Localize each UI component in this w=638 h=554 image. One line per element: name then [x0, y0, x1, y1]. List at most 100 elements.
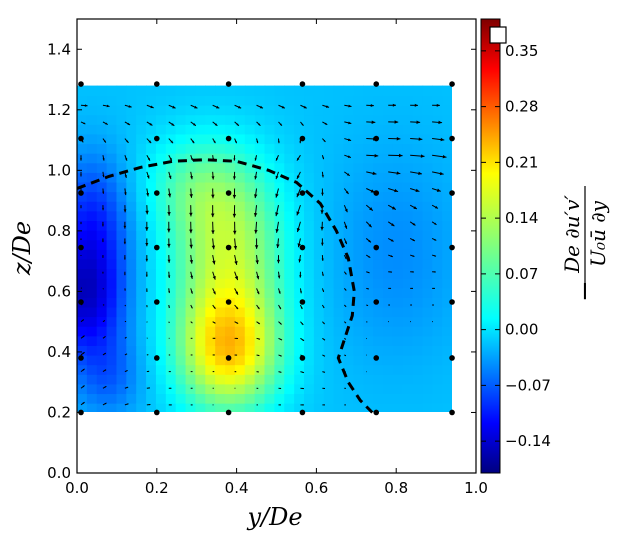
field-cell [432, 162, 443, 172]
field-cell [353, 239, 364, 249]
field-cell [77, 211, 88, 221]
field-cell [195, 211, 206, 221]
field-cell [156, 230, 167, 240]
field-cell [156, 364, 167, 374]
field-cell [97, 86, 108, 96]
field-cell [314, 307, 325, 317]
field-cell [274, 345, 285, 355]
field-cell [126, 211, 137, 221]
field-cell [353, 124, 364, 134]
field-cell [87, 384, 98, 394]
field-cell [393, 316, 404, 326]
field-cell [284, 95, 295, 105]
field-cell [176, 134, 187, 144]
field-cell [422, 345, 433, 355]
field-cell [363, 95, 374, 105]
field-cell [403, 230, 414, 240]
field-cell [245, 191, 256, 201]
field-cell [176, 307, 187, 317]
field-cell [176, 393, 187, 403]
field-cell [176, 124, 187, 134]
field-cell [107, 162, 118, 172]
field-cell [107, 86, 118, 96]
y-tick-label: 1.0 [47, 161, 71, 179]
field-cell [432, 287, 443, 297]
field-cell [403, 162, 414, 172]
field-cell [87, 393, 98, 403]
field-cell [413, 162, 424, 172]
y-tick-label: 1.4 [47, 40, 71, 58]
field-cell [255, 114, 266, 124]
field-cell [324, 316, 335, 326]
field-cell [442, 220, 453, 230]
field-cell [235, 278, 246, 288]
field-cell [215, 326, 226, 336]
field-cell [107, 297, 118, 307]
field-cell [77, 393, 88, 403]
field-cell [413, 259, 424, 269]
measurement-point [449, 136, 455, 142]
field-cell [324, 297, 335, 307]
field-cell [383, 268, 394, 278]
measurement-point [300, 81, 306, 87]
field-cell [353, 268, 364, 278]
field-cell [215, 220, 226, 230]
field-cell [215, 336, 226, 346]
field-cell [353, 134, 364, 144]
field-cell [166, 259, 177, 269]
field-cell [116, 114, 127, 124]
field-cell [176, 336, 187, 346]
field-cell [77, 114, 88, 124]
measurement-point [78, 355, 84, 361]
field-cell [393, 239, 404, 249]
field-cell [373, 268, 384, 278]
field-cell [186, 307, 197, 317]
field-cell [136, 307, 147, 317]
field-cell [195, 172, 206, 182]
field-cell [126, 143, 137, 153]
field-cell [284, 162, 295, 172]
field-cell [265, 220, 276, 230]
field-cell [265, 384, 276, 394]
field-cell [146, 345, 157, 355]
field-cell [136, 316, 147, 326]
field-cell [205, 345, 216, 355]
field-cell [324, 345, 335, 355]
field-cell [413, 316, 424, 326]
field-cell [225, 162, 236, 172]
field-cell [235, 355, 246, 365]
field-cell [422, 143, 433, 153]
field-cell [314, 114, 325, 124]
field-cell [334, 105, 345, 115]
field-cell [294, 374, 305, 384]
field-cell [126, 220, 137, 230]
measurement-point [78, 190, 84, 196]
field-cell [245, 134, 256, 144]
field-cell [245, 105, 256, 115]
field-cell [156, 201, 167, 211]
field-cell [186, 86, 197, 96]
field-cell [126, 297, 137, 307]
field-cell [393, 297, 404, 307]
field-cell [166, 143, 177, 153]
field-cell [186, 326, 197, 336]
field-cell [126, 336, 137, 346]
field-cell [215, 182, 226, 192]
field-cell [383, 384, 394, 394]
field-cell [195, 374, 206, 384]
field-cell [265, 336, 276, 346]
field-cell [393, 143, 404, 153]
field-cell [314, 86, 325, 96]
field-cell [107, 384, 118, 394]
field-cell [403, 211, 414, 221]
field-cell [265, 374, 276, 384]
field-cell [304, 393, 315, 403]
field-cell [166, 393, 177, 403]
field-cell [403, 249, 414, 259]
field-cell [422, 95, 433, 105]
field-cell [166, 345, 177, 355]
field-cell [245, 287, 256, 297]
field-cell [87, 153, 98, 163]
field-cell [393, 162, 404, 172]
field-cell [205, 393, 216, 403]
